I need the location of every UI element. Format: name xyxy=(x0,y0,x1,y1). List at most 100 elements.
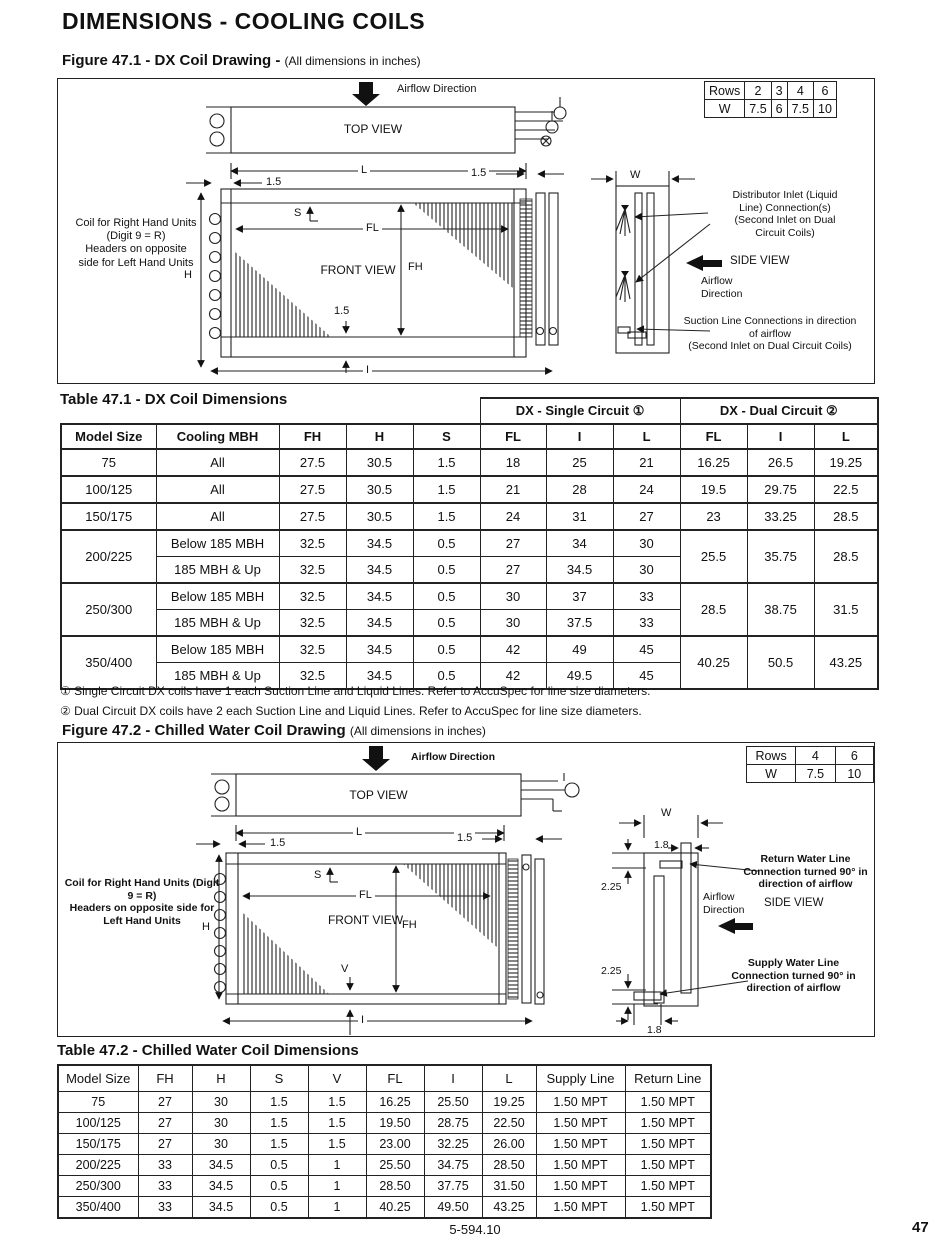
table-cell: 25.50 xyxy=(365,1154,425,1176)
table-row: Rows 4 6 xyxy=(745,746,875,765)
column-header: I xyxy=(545,423,614,450)
table-cell: 28.5 xyxy=(813,502,880,531)
table-cell: 30 xyxy=(191,1112,251,1134)
rows-value: 4 xyxy=(786,81,815,100)
fig2-rows-table: Rows 4 6 W 7.5 10 xyxy=(745,746,875,783)
w-label: W xyxy=(703,99,746,118)
table-cell: 34.75 xyxy=(423,1154,483,1176)
table-cell: 28.50 xyxy=(481,1154,537,1176)
w-value: 7.5 xyxy=(786,99,815,118)
table-cell: All xyxy=(155,448,280,477)
table-cell: 33.25 xyxy=(746,502,815,531)
column-header: I xyxy=(423,1064,483,1092)
column-header: V xyxy=(307,1064,367,1092)
table-cell: 34.5 xyxy=(345,662,414,690)
figure2-caption: Figure 47.2 - Chilled Water Coil Drawing… xyxy=(62,722,486,739)
table-cell: 50.5 xyxy=(746,635,815,690)
model-size-cell: 200/225 xyxy=(57,1154,139,1176)
page-title: DIMENSIONS - COOLING COILS xyxy=(62,8,426,34)
table-row: W 7.5 10 xyxy=(745,764,875,783)
column-header: L xyxy=(612,423,681,450)
model-size-cell: 75 xyxy=(60,448,157,477)
side-view-label: SIDE VIEW xyxy=(730,255,790,267)
table-cell: 31.50 xyxy=(481,1175,537,1197)
table-cell: 16.25 xyxy=(365,1091,425,1113)
table-cell: 1.50 MPT xyxy=(624,1175,712,1197)
footer-page-number: 47 xyxy=(912,1219,929,1236)
table-row: 200/225 33 34.5 0.5 1 25.50 34.75 28.50 … xyxy=(57,1154,712,1176)
table-cell: 34.5 xyxy=(191,1196,251,1219)
table-cell: 1.5 xyxy=(249,1112,309,1134)
table-cell: 34.5 xyxy=(191,1175,251,1197)
table-cell: 0.5 xyxy=(249,1154,309,1176)
figure2-title: Figure 47.2 - Chilled Water Coil Drawing xyxy=(62,722,346,739)
table-cell: 185 MBH & Up xyxy=(155,556,280,584)
rows-label: Rows xyxy=(703,81,746,100)
table-cell: 1.50 MPT xyxy=(535,1112,626,1134)
table-cell: 23.00 xyxy=(365,1133,425,1155)
side-airflow-arrow-icon xyxy=(686,255,722,271)
table-47-1-dx-coil-dimensions: DX - Single Circuit ① DX - Dual Circuit … xyxy=(60,397,880,690)
table-cell: 25 xyxy=(545,448,614,477)
table-cell: 16.25 xyxy=(679,448,748,477)
table-cell: 31 xyxy=(545,502,614,531)
fig1-drawing xyxy=(186,82,722,375)
table-cell: 1.5 xyxy=(249,1133,309,1155)
table-row: 250/300 Below 185 MBH 32.5 34.5 0.5 30 3… xyxy=(60,582,880,637)
table-cell: 24 xyxy=(479,502,547,531)
table-cell: Below 185 MBH xyxy=(155,582,280,610)
column-header: S xyxy=(412,423,481,450)
table-cell: 1.50 MPT xyxy=(535,1133,626,1155)
table-cell: 32.5 xyxy=(278,635,347,663)
table-cell: 21 xyxy=(612,448,681,477)
table-cell: 1.50 MPT xyxy=(624,1133,712,1155)
dim-FL-label: FL xyxy=(363,222,382,236)
table-cell: 0.5 xyxy=(412,582,481,610)
table-cell: 32.5 xyxy=(278,582,347,610)
table-row: 150/175 27 30 1.5 1.5 23.00 32.25 26.00 … xyxy=(57,1133,712,1155)
side-view-label: SIDE VIEW xyxy=(764,897,824,909)
supply-water-line-note: Supply Water Line Connection turned 90° … xyxy=(731,957,856,995)
column-header: Model Size xyxy=(57,1064,139,1092)
figure2-subtitle: (All dimensions in inches) xyxy=(349,724,486,738)
model-size-cell: 200/225 xyxy=(60,529,157,584)
dim-H-label: H xyxy=(184,269,192,281)
w-value: 10 xyxy=(813,99,837,118)
table-cell: 1 xyxy=(307,1196,367,1219)
table1-title: Table 47.1 - DX Coil Dimensions xyxy=(60,391,288,408)
dim-L-label: L xyxy=(353,826,366,840)
dim-S-label: S xyxy=(314,869,322,881)
airflow-arrow-icon xyxy=(362,746,390,771)
table-cell: 1.5 xyxy=(307,1133,367,1155)
table-row: 250/300 33 34.5 0.5 1 28.50 37.75 31.50 … xyxy=(57,1175,712,1197)
table-cell: 43.25 xyxy=(813,635,880,690)
hand-units-note: Coil for Right Hand Units (Digit 9 = R) … xyxy=(64,877,220,927)
table-cell: 28.50 xyxy=(365,1175,425,1197)
hand-units-note: Coil for Right Hand Units (Digit 9 = R) … xyxy=(75,217,197,269)
table-cell: 27 xyxy=(137,1133,193,1155)
table-cell: All xyxy=(155,475,280,504)
table-cell: 34.5 xyxy=(345,635,414,663)
table2-title: Table 47.2 - Chilled Water Coil Dimensio… xyxy=(57,1042,359,1059)
table-cell: 42 xyxy=(479,635,547,663)
model-size-cell: 100/125 xyxy=(60,475,157,504)
table-cell: 28 xyxy=(545,475,614,504)
table-row: 150/175 All 27.5 30.5 1.5 24 31 27 23 33… xyxy=(60,502,880,531)
table-cell: 34.5 xyxy=(345,556,414,584)
group-header-row: DX - Single Circuit ① DX - Dual Circuit … xyxy=(61,397,880,425)
table-cell: 33 xyxy=(137,1154,193,1176)
table-cell: 19.25 xyxy=(481,1091,537,1113)
front-view-label: FRONT VIEW xyxy=(320,263,396,277)
w-label: W xyxy=(745,764,797,783)
dim-inset-left-label: 1.5 xyxy=(270,837,286,849)
table-cell: 21 xyxy=(479,475,547,504)
table-cell: 32.5 xyxy=(278,662,347,690)
table-cell: 43.25 xyxy=(481,1196,537,1219)
table-cell: 1.50 MPT xyxy=(624,1154,712,1176)
table-cell: 27 xyxy=(479,529,547,557)
table-cell: 33 xyxy=(612,609,681,637)
rows-value: 4 xyxy=(795,746,836,765)
table-cell: 40.25 xyxy=(365,1196,425,1219)
table-cell: 19.50 xyxy=(365,1112,425,1134)
table-cell: 29.75 xyxy=(746,475,815,504)
